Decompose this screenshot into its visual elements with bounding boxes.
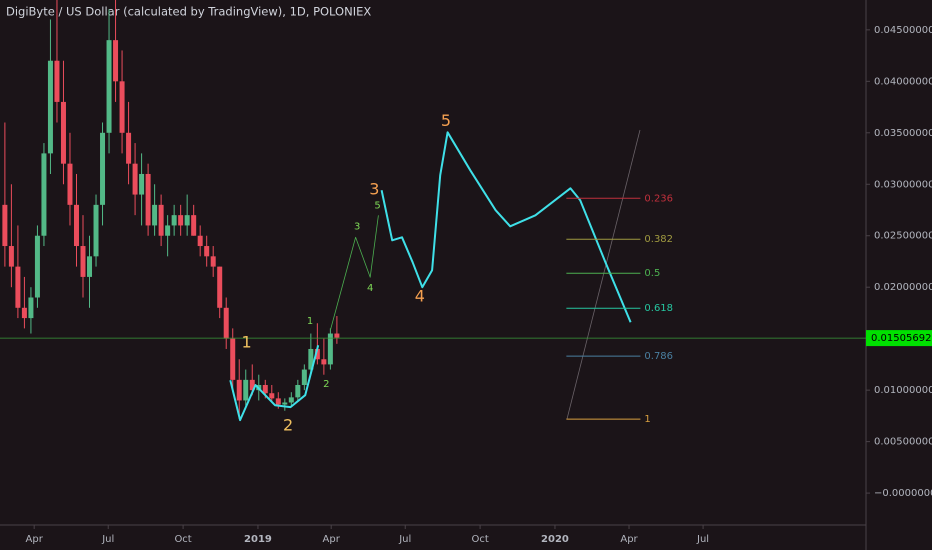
candle-body	[34, 235, 40, 298]
x-tick-label: Jul	[398, 534, 411, 545]
candle-body	[158, 204, 164, 236]
candle-body	[15, 266, 21, 308]
candle-body	[288, 397, 294, 403]
fib-label: 0.236	[644, 193, 673, 204]
candle-body	[171, 215, 177, 226]
wave-label: 1	[241, 333, 251, 352]
last-price-label: 0.01505692	[871, 333, 931, 344]
candle-body	[28, 297, 34, 319]
candle-body	[60, 101, 66, 164]
y-tick-label: 0.04500000	[874, 25, 932, 36]
x-tick-label: Jul	[101, 534, 114, 545]
candle-body	[21, 307, 27, 319]
candle-body	[308, 348, 314, 370]
wave-drawing	[229, 344, 320, 422]
candle-body	[230, 338, 236, 380]
x-tick-label: 2019	[244, 534, 272, 545]
candle-body	[249, 379, 255, 391]
candle-body	[152, 204, 158, 226]
fib-label: 0.786	[644, 351, 673, 362]
candle-body	[165, 225, 171, 236]
x-tick-label: Oct	[174, 534, 191, 545]
candle-body	[184, 215, 190, 226]
candle-body	[197, 235, 203, 247]
candle-body	[8, 246, 14, 267]
candle-body	[243, 379, 249, 401]
y-tick-label: 0.02500000	[874, 231, 932, 242]
last-price-box	[866, 330, 932, 347]
x-tick-label: Oct	[471, 534, 488, 545]
candle-body	[334, 333, 340, 338]
candle-body	[47, 60, 53, 154]
candle-body	[223, 307, 229, 339]
y-tick-label: 0.03500000	[874, 128, 932, 139]
candle-body	[80, 246, 86, 277]
candle-body	[100, 132, 106, 205]
wave-drawing	[380, 131, 632, 323]
candle-body	[67, 163, 73, 205]
candle-body	[2, 204, 8, 247]
x-tick-label: Apr	[620, 534, 638, 545]
wave-label: 4	[367, 283, 373, 294]
candle-body	[54, 60, 60, 102]
y-tick-label: 0.03000000	[874, 179, 932, 190]
candle-body	[282, 402, 288, 405]
wave-label: 5	[374, 200, 380, 211]
x-tick-label: Jul	[696, 534, 709, 545]
candle-body	[145, 173, 151, 226]
wave-label: 2	[283, 416, 293, 435]
chart-title: DigiByte / US Dollar (calculated by Trad…	[6, 5, 371, 19]
candle-body	[93, 204, 99, 257]
wave-label: 1	[307, 316, 313, 327]
candle-body	[217, 266, 223, 308]
y-tick-label: 0.00500000	[874, 437, 932, 448]
y-tick-label: 0.01000000	[874, 385, 932, 396]
candle-body	[204, 246, 210, 257]
candle-body	[301, 369, 307, 385]
wave-drawing	[330, 215, 379, 331]
fib-label: 0.5	[644, 268, 660, 279]
wave-label: 3	[369, 180, 379, 199]
x-tick-label: Apr	[26, 534, 44, 545]
candle-body	[132, 163, 138, 195]
candle-body	[139, 173, 145, 195]
x-tick-label: 2020	[541, 534, 569, 545]
candle-body	[321, 359, 327, 365]
candle-body	[269, 393, 275, 399]
y-tick-label: 0.04000000	[874, 76, 932, 87]
fib-trend-line	[566, 129, 641, 420]
candle-body	[275, 398, 281, 405]
candle-body	[236, 379, 242, 401]
wave-label: 5	[441, 111, 451, 130]
candle-body	[73, 204, 79, 247]
candle-body	[106, 40, 112, 133]
y-tick-label: −0.00000000	[874, 488, 932, 499]
candle-body	[87, 256, 93, 277]
fib-label: 0.618	[644, 303, 673, 314]
candle-body	[314, 348, 320, 360]
fib-label: 1	[644, 414, 650, 425]
candle-body	[113, 40, 119, 82]
candle-body	[210, 256, 216, 267]
candle-body	[178, 215, 184, 226]
wave-label: 2	[323, 379, 329, 390]
candle-body	[191, 215, 197, 236]
wave-label: 3	[354, 221, 360, 232]
wave-label: 4	[415, 287, 425, 306]
x-tick-label: Apr	[323, 534, 341, 545]
candle-body	[41, 153, 47, 236]
candle-body	[295, 385, 301, 398]
y-tick-label: 0.02000000	[874, 282, 932, 293]
candle-body	[126, 132, 132, 164]
candle-body	[327, 333, 333, 365]
fib-label: 0.382	[644, 234, 673, 245]
candle-body	[262, 385, 268, 394]
candle-body	[119, 81, 125, 133]
